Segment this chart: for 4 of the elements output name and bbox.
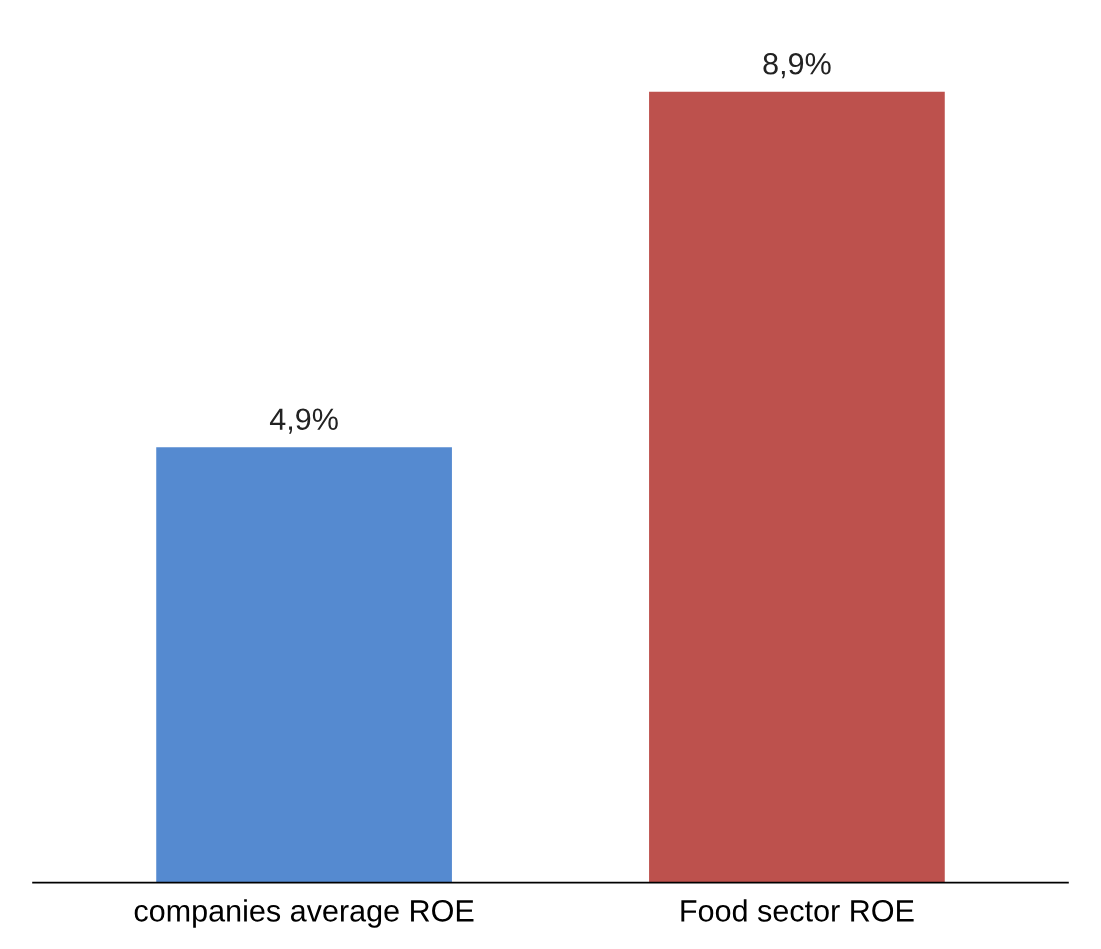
- x-tick-label: Food sector ROE: [681, 899, 914, 922]
- data-label: 4,9%: [269, 408, 338, 434]
- data-label: 8,9%: [763, 52, 831, 79]
- x-tick-label: companies average ROE: [134, 899, 474, 928]
